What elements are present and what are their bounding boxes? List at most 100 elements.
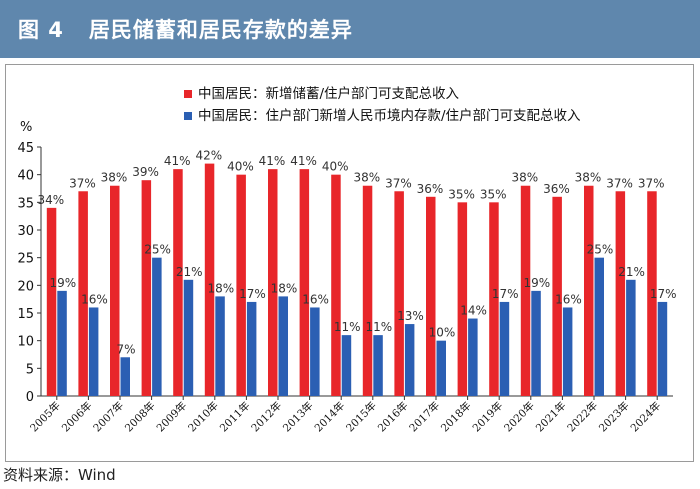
x-tick-label: 2015年 bbox=[343, 399, 379, 435]
bar-s2-2007年 bbox=[120, 357, 130, 396]
data-label-s1-2006年: 37% bbox=[69, 176, 96, 190]
bar-s1-2021年 bbox=[552, 196, 562, 396]
bar-s1-2016年 bbox=[394, 191, 404, 396]
bar-s1-2009年 bbox=[173, 169, 183, 396]
data-label-s2-2021年: 16% bbox=[555, 292, 582, 306]
bar-s2-2006年 bbox=[88, 307, 99, 396]
bar-s2-2017年 bbox=[436, 340, 446, 396]
bar-s1-2018年 bbox=[457, 202, 468, 396]
y-tick-label: 30 bbox=[17, 224, 34, 239]
bar-s1-2019年 bbox=[489, 202, 499, 396]
bar-s1-2006年 bbox=[78, 191, 88, 396]
x-tick-label: 2017年 bbox=[407, 399, 443, 435]
data-label-s2-2022年: 25% bbox=[587, 243, 614, 257]
y-tick-label: 5 bbox=[26, 362, 34, 377]
bar-s2-2008年 bbox=[152, 257, 162, 396]
y-tick-label: 20 bbox=[17, 279, 34, 294]
data-label-s2-2017年: 10% bbox=[429, 326, 456, 340]
data-label-s1-2011年: 40% bbox=[227, 160, 254, 174]
data-label-s2-2005年: 19% bbox=[49, 276, 76, 290]
x-tick-label: 2021年 bbox=[533, 399, 569, 435]
data-label-s2-2006年: 16% bbox=[81, 292, 108, 306]
data-label-s1-2024年: 37% bbox=[638, 176, 665, 190]
bar-s2-2009年 bbox=[183, 279, 194, 396]
figure-header: 图 4 居民储蓄和居民存款的差异 bbox=[0, 0, 700, 58]
bar-s1-2014年 bbox=[331, 174, 341, 396]
y-tick-label: 40 bbox=[17, 169, 34, 184]
bar-s2-2019年 bbox=[499, 301, 510, 396]
x-tick-label: 2019年 bbox=[470, 399, 506, 435]
data-label-s1-2023年: 37% bbox=[606, 176, 633, 190]
bar-s2-2023年 bbox=[626, 279, 636, 396]
data-label-s2-2015年: 11% bbox=[365, 320, 392, 334]
x-tick-label: 2018年 bbox=[438, 399, 474, 435]
x-tick-label: 2014年 bbox=[312, 399, 348, 435]
data-label-s2-2011年: 17% bbox=[239, 287, 266, 301]
x-tick-label: 2006年 bbox=[59, 399, 95, 435]
source-note: 资料来源：Wind bbox=[3, 466, 116, 484]
figure-title: 图 4 居民储蓄和居民存款的差异 bbox=[18, 18, 353, 42]
data-label-s2-2020年: 19% bbox=[523, 276, 550, 290]
bar-s1-2013年 bbox=[299, 169, 310, 396]
x-tick-label: 2016年 bbox=[375, 399, 411, 435]
bar-s2-2021年 bbox=[562, 307, 573, 396]
data-label-s1-2014年: 40% bbox=[322, 160, 349, 174]
data-label-s1-2007年: 38% bbox=[101, 171, 128, 185]
data-label-s1-2010年: 42% bbox=[195, 149, 222, 163]
bar-s2-2013年 bbox=[310, 307, 320, 396]
legend-label-1: 中国居民：新增储蓄/住户部门可支配总收入 bbox=[198, 85, 460, 102]
bar-s2-2016年 bbox=[404, 324, 415, 396]
legend-swatch-1 bbox=[184, 90, 192, 98]
x-tick-label: 2011年 bbox=[217, 399, 253, 435]
data-label-s2-2023年: 21% bbox=[618, 265, 645, 279]
data-label-s1-2013年: 41% bbox=[290, 154, 317, 168]
y-tick-label: 10 bbox=[17, 335, 34, 350]
x-tick-label: 2024年 bbox=[628, 399, 664, 435]
x-tick-label: 2010年 bbox=[185, 399, 221, 435]
data-label-s1-2009年: 41% bbox=[164, 154, 191, 168]
x-tick-label: 2012年 bbox=[249, 399, 285, 435]
data-label-s2-2008年: 25% bbox=[144, 243, 171, 257]
y-tick-label: 0 bbox=[26, 390, 34, 405]
bar-s2-2014年 bbox=[341, 335, 352, 396]
data-label-s1-2008年: 39% bbox=[132, 165, 159, 179]
bar-s2-2010年 bbox=[215, 296, 225, 396]
data-label-s2-2009年: 21% bbox=[176, 265, 203, 279]
data-label-s1-2020年: 38% bbox=[511, 171, 538, 185]
chart: 中国居民：新增储蓄/住户部门可支配总收入中国居民：住户部门新增人民币境内存款/住… bbox=[17, 85, 677, 435]
bar-s1-2015年 bbox=[362, 185, 373, 396]
x-tick-label: 2009年 bbox=[154, 399, 190, 435]
data-label-s1-2005年: 34% bbox=[37, 193, 64, 207]
data-label-s2-2012年: 18% bbox=[271, 281, 298, 295]
bar-s1-2024年 bbox=[647, 191, 657, 396]
x-tick-label: 2008年 bbox=[122, 399, 158, 435]
x-tick-label: 2023年 bbox=[596, 399, 632, 435]
chart-frame: 中国居民：新增储蓄/住户部门可支配总收入 中国居民：住户部门新增人民币境内存款/住… bbox=[5, 64, 694, 462]
data-label-s2-2019年: 17% bbox=[492, 287, 519, 301]
legend-swatch-2 bbox=[184, 112, 192, 120]
data-label-s2-2013年: 16% bbox=[302, 292, 329, 306]
bar-s2-2022年 bbox=[594, 257, 604, 396]
bar-s1-2020年 bbox=[520, 185, 531, 396]
data-label-s2-2018年: 14% bbox=[460, 304, 487, 318]
y-tick-label: 15 bbox=[17, 307, 34, 322]
data-label-s1-2021年: 36% bbox=[543, 182, 570, 196]
bar-s2-2012年 bbox=[278, 296, 288, 396]
data-label-s2-2014年: 11% bbox=[334, 320, 361, 334]
data-label-s1-2012年: 41% bbox=[259, 154, 286, 168]
bar-s1-2017年 bbox=[426, 196, 436, 396]
data-label-s2-2007年: 7% bbox=[116, 342, 135, 356]
x-tick-label: 2020年 bbox=[501, 399, 537, 435]
data-label-s1-2019年: 35% bbox=[480, 187, 507, 201]
data-label-s2-2010年: 18% bbox=[207, 281, 234, 295]
bar-s1-2005年 bbox=[46, 207, 57, 396]
bar-s1-2010年 bbox=[204, 163, 215, 396]
bar-s1-2012年 bbox=[268, 169, 278, 396]
data-label-s2-2016年: 13% bbox=[397, 309, 424, 323]
bar-s2-2005年 bbox=[57, 290, 67, 396]
data-label-s2-2024年: 17% bbox=[650, 287, 677, 301]
bar-s2-2015年 bbox=[373, 335, 383, 396]
data-label-s1-2015年: 38% bbox=[353, 171, 380, 185]
bar-s1-2011年 bbox=[236, 174, 246, 396]
bar-s2-2018年 bbox=[468, 318, 478, 396]
